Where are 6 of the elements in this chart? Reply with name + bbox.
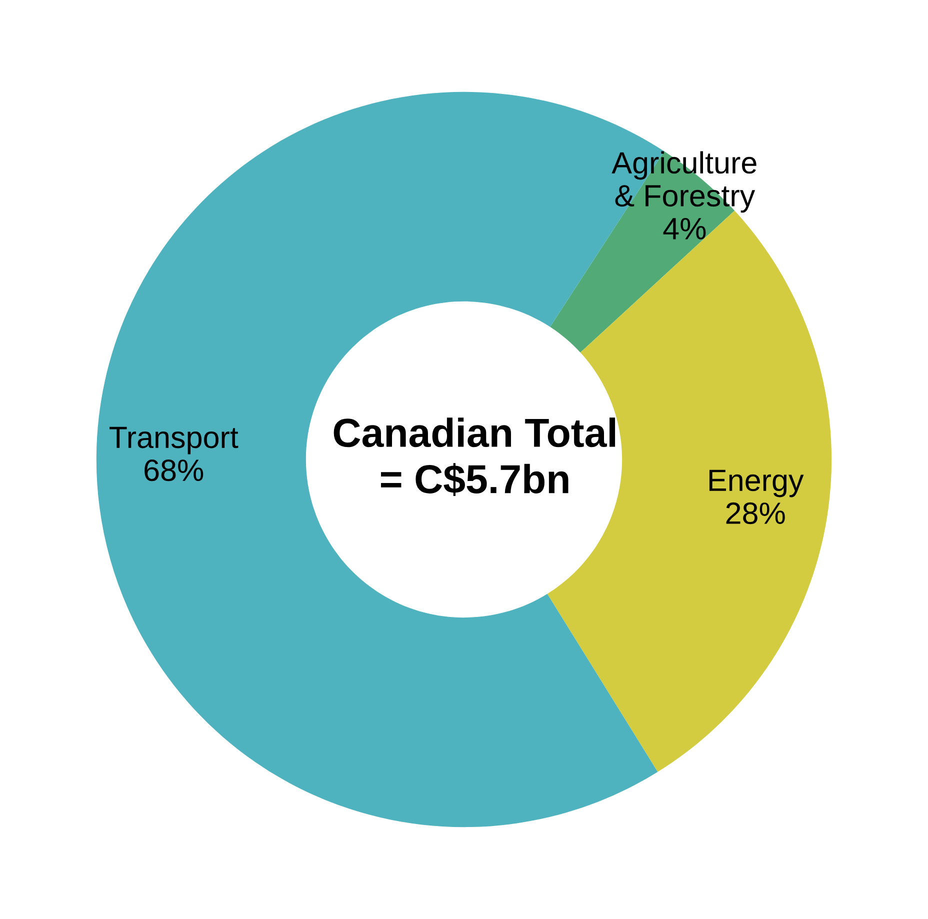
data-label: 28% — [726, 502, 785, 524]
slice-label: Transport — [110, 426, 238, 454]
data-label: 4% — [663, 218, 706, 240]
text: Canadian Total = C$5.7bn — [334, 418, 616, 496]
slice-label: Energy — [709, 470, 804, 498]
data-label: 68% — [144, 459, 204, 482]
